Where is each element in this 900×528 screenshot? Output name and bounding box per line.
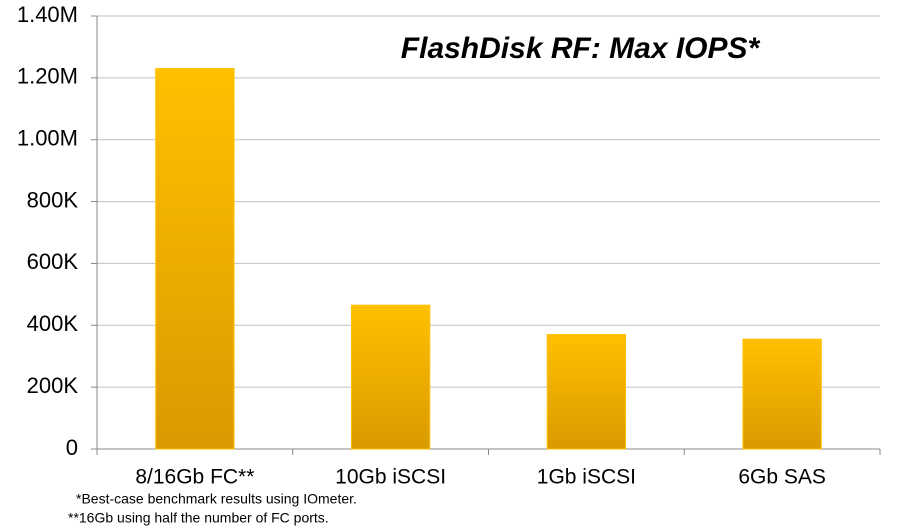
x-tick-label: 1Gb iSCSI [537, 466, 636, 489]
footnote: **16Gb using half the number of FC ports… [68, 510, 329, 526]
x-tick-label: 6Gb SAS [738, 466, 826, 489]
bar [546, 334, 627, 450]
bar [350, 304, 431, 450]
y-tick-label: 800K [27, 187, 79, 212]
y-tick-label: 1.20M [17, 64, 78, 89]
y-tick-label: 400K [27, 311, 79, 336]
footnote: *Best-case benchmark results using IOmet… [76, 491, 357, 507]
bar [742, 338, 822, 450]
bar [155, 68, 235, 450]
x-tick-label: 8/16Gb FC** [135, 466, 254, 489]
y-tick-label: 0 [66, 435, 78, 460]
y-tick-label: 1.40M [17, 2, 78, 27]
y-tick-label: 600K [27, 249, 79, 274]
y-tick-label: 1.00M [17, 126, 78, 151]
chart-title: FlashDisk RF: Max IOPS* [401, 32, 761, 65]
x-tick-label: 10Gb iSCSI [335, 466, 446, 489]
y-tick-label: 200K [27, 373, 79, 398]
